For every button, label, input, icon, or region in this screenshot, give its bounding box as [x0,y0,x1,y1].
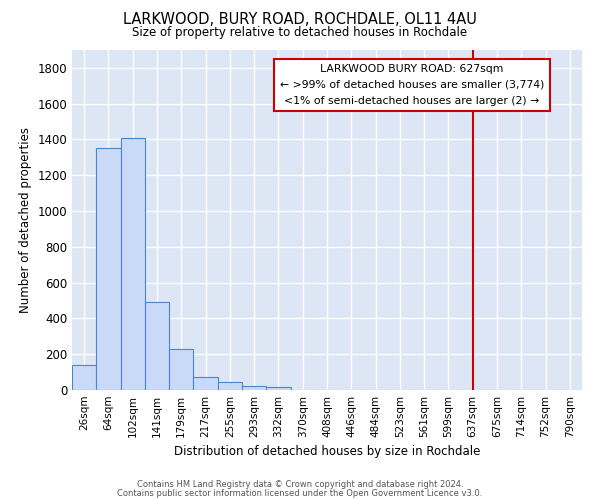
Text: LARKWOOD BURY ROAD: 627sqm
← >99% of detached houses are smaller (3,774)
<1% of : LARKWOOD BURY ROAD: 627sqm ← >99% of det… [280,64,544,106]
Bar [145,302,169,390]
Text: Contains HM Land Registry data © Crown copyright and database right 2024.: Contains HM Land Registry data © Crown c… [137,480,463,489]
Text: Size of property relative to detached houses in Rochdale: Size of property relative to detached ho… [133,26,467,39]
Bar [218,382,242,390]
Bar [242,386,266,390]
Text: Contains public sector information licensed under the Open Government Licence v3: Contains public sector information licen… [118,488,482,498]
Bar [72,365,96,390]
Bar [121,138,145,390]
X-axis label: Distribution of detached houses by size in Rochdale: Distribution of detached houses by size … [174,446,480,458]
Bar [96,148,121,390]
Bar [169,349,193,390]
Y-axis label: Number of detached properties: Number of detached properties [19,127,32,313]
Text: LARKWOOD, BURY ROAD, ROCHDALE, OL11 4AU: LARKWOOD, BURY ROAD, ROCHDALE, OL11 4AU [123,12,477,28]
Bar [266,388,290,390]
Bar [193,376,218,390]
